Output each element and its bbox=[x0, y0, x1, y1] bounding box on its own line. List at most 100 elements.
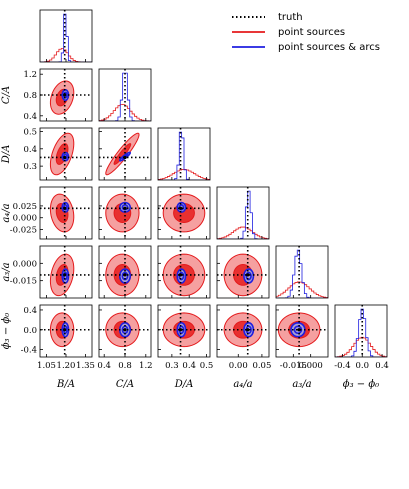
histogram-point-sources-arcs-b-a bbox=[40, 13, 92, 62]
x-tick-label-c-a: 0.8 bbox=[118, 361, 132, 371]
panel-d-a-vs-d-a bbox=[157, 127, 211, 181]
x-axis-label-a-a: a₃/a bbox=[292, 379, 311, 390]
panel-content bbox=[276, 246, 328, 298]
panel-a-a-vs-d-a bbox=[157, 245, 211, 299]
panel-frame bbox=[157, 245, 211, 299]
x-tick-label-c-a: 0.4 bbox=[97, 361, 111, 371]
legend-point-sources-label: point sources bbox=[278, 27, 345, 38]
x-tick-label-a-a: -0.015 bbox=[280, 361, 307, 371]
truth-point bbox=[63, 93, 67, 97]
panel-content bbox=[217, 305, 269, 357]
panel-content bbox=[99, 69, 151, 121]
x-tick-label-param: 0.0 bbox=[355, 361, 369, 371]
panel-frame bbox=[157, 186, 211, 240]
truth-point bbox=[297, 328, 301, 332]
panel-a-a-vs-a-a bbox=[275, 245, 329, 299]
contour-1sigma-point-sources-arcs bbox=[245, 325, 252, 335]
panel-param-vs-b-a: 1.05 1.20 1.35 -0.4 0.0 0.4 bbox=[21, 304, 95, 371]
y-axis-label-a-a: a₃/a bbox=[1, 262, 12, 281]
y-tick-label-c-a: 0.4 bbox=[23, 112, 37, 122]
y-tick-label-a-a: -0.015 bbox=[10, 277, 37, 287]
contour-1sigma-point-sources-arcs bbox=[178, 271, 185, 281]
panel-d-a-vs-b-a: 0.3 0.4 0.5 bbox=[23, 127, 93, 181]
panel-frame bbox=[275, 304, 329, 358]
y-tick-label-c-a: 0.8 bbox=[23, 91, 37, 101]
x-tick-label-a-a: 0.00 bbox=[229, 361, 248, 371]
panel-c-a-vs-b-a: 0.4 0.8 1.2 bbox=[23, 68, 93, 122]
histogram-point-sources-a-a bbox=[276, 281, 328, 298]
panel-param-vs-param: -0.4 0.0 0.4 bbox=[334, 304, 389, 371]
x-tick-label-d-a: 0.3 bbox=[165, 361, 179, 371]
y-tick-label-d-a: 0.5 bbox=[23, 127, 37, 137]
x-tick-label-a-a: 0.000 bbox=[298, 361, 322, 371]
truth-point bbox=[246, 328, 250, 332]
truth-point bbox=[123, 155, 127, 160]
y-axis-label-d-a: D/A bbox=[1, 145, 12, 165]
panel-frame bbox=[157, 127, 211, 181]
y-axis-label-c-a: C/A bbox=[1, 86, 12, 104]
legend: truth point sources point sources & arcs bbox=[232, 12, 380, 53]
truth-point bbox=[63, 328, 67, 332]
histogram-point-sources-arcs-a-a bbox=[276, 249, 328, 298]
contour-1sigma-point-sources bbox=[113, 143, 132, 165]
panel-param-vs-a-a: 0.00 0.05 bbox=[216, 304, 271, 371]
x-tick-label-a-a: 0.05 bbox=[252, 361, 271, 371]
panel-b-a-vs-b-a bbox=[39, 9, 93, 63]
y-tick-label-param: -0.4 bbox=[21, 346, 37, 356]
truth-point bbox=[178, 206, 183, 210]
histogram-point-sources-a-a bbox=[217, 226, 269, 239]
panel-frame bbox=[216, 304, 270, 358]
y-tick-label-a-a: 0.025 bbox=[13, 202, 37, 212]
contour-1sigma-point-sources-arcs bbox=[121, 204, 129, 211]
histogram-point-sources-arcs-d-a bbox=[158, 131, 210, 180]
x-tick-label-b-a: 1.35 bbox=[76, 361, 95, 371]
x-tick-label-param: -0.4 bbox=[334, 361, 350, 371]
histogram-point-sources-arcs-param bbox=[335, 308, 387, 357]
panel-param-vs-c-a: 0.4 0.8 1.2 bbox=[97, 304, 153, 371]
panel-content bbox=[99, 187, 151, 239]
y-tick-label-param: 0.4 bbox=[23, 306, 37, 316]
panel-content bbox=[40, 246, 92, 298]
panel-content bbox=[40, 10, 92, 62]
x-tick-label-d-a: 0.5 bbox=[200, 361, 214, 371]
panel-content bbox=[276, 305, 328, 357]
y-tick-label-c-a: 1.2 bbox=[23, 70, 37, 80]
panel-frame bbox=[275, 245, 329, 299]
truth-point bbox=[178, 328, 183, 332]
contour-1sigma-point-sources-arcs bbox=[293, 325, 303, 335]
panel-content bbox=[335, 305, 387, 357]
truth-point bbox=[123, 328, 127, 332]
panel-content bbox=[40, 128, 92, 180]
x-axis-label-d-a: D/A bbox=[174, 379, 194, 390]
panel-param-vs-d-a: 0.3 0.4 0.5 bbox=[157, 304, 214, 371]
truth-point bbox=[178, 273, 183, 277]
contour-1sigma-point-sources-arcs bbox=[178, 325, 185, 335]
histogram-point-sources-param bbox=[335, 336, 387, 357]
y-tick-label-a-a: 0.000 bbox=[13, 259, 37, 269]
legend-point-sources-arcs-label: point sources & arcs bbox=[278, 42, 380, 53]
contour-1sigma-point-sources-arcs bbox=[121, 153, 129, 160]
x-axis-label-c-a: C/A bbox=[116, 379, 134, 390]
panel-c-a-vs-c-a bbox=[98, 68, 152, 122]
panel-content bbox=[217, 187, 269, 239]
panel-frame bbox=[157, 304, 211, 358]
y-tick-label-d-a: 0.3 bbox=[23, 162, 37, 172]
histogram-point-sources-arcs-a-a bbox=[217, 190, 269, 239]
panel-frame bbox=[216, 245, 270, 299]
x-axis-label-b-a: B/A bbox=[56, 379, 75, 390]
y-axis-label-a-a: a₄/a bbox=[1, 203, 12, 222]
x-tick-label-param: 0.4 bbox=[375, 361, 389, 371]
y-tick-label-a-a: -0.025 bbox=[10, 226, 37, 236]
y-axis-label-param: ϕ₃ − ϕ₀ bbox=[1, 313, 12, 349]
histogram-point-sources-d-a bbox=[158, 169, 210, 180]
panel-frame bbox=[216, 186, 270, 240]
x-tick-label-c-a: 1.2 bbox=[139, 361, 153, 371]
panel-a-a-vs-d-a bbox=[157, 186, 211, 240]
y-tick-label-d-a: 0.4 bbox=[23, 145, 37, 155]
truth-point bbox=[63, 273, 67, 277]
x-tick-label-b-a: 1.05 bbox=[37, 361, 56, 371]
panel-content bbox=[158, 128, 210, 180]
panel-content bbox=[158, 246, 210, 298]
